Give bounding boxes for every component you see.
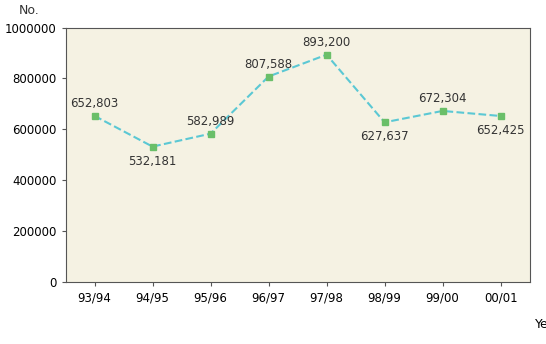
Text: 627,637: 627,637	[360, 130, 409, 143]
Text: 582,989: 582,989	[186, 115, 235, 128]
Text: 652,803: 652,803	[70, 97, 118, 110]
X-axis label: Year: Year	[535, 318, 546, 331]
Text: 532,181: 532,181	[128, 155, 177, 168]
Text: 893,200: 893,200	[302, 36, 351, 49]
Text: 672,304: 672,304	[418, 92, 467, 105]
Text: No.: No.	[19, 4, 40, 17]
Text: 807,588: 807,588	[245, 58, 293, 71]
Text: 652,425: 652,425	[476, 124, 525, 137]
